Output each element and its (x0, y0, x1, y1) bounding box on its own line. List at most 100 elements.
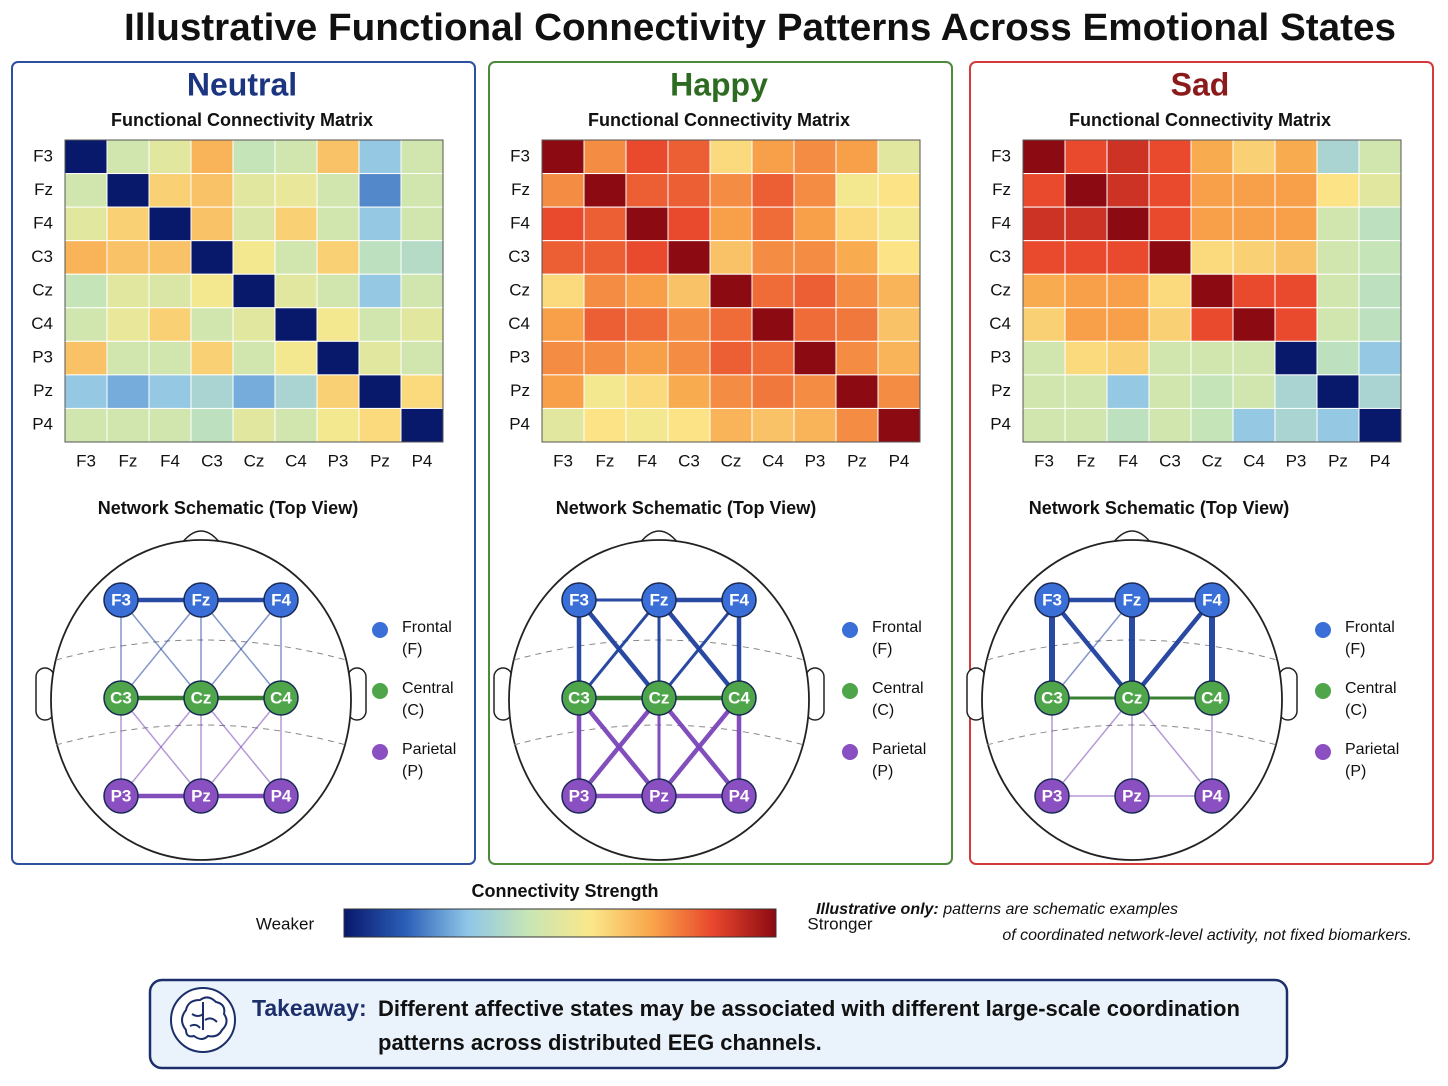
row-label: P3 (509, 348, 530, 367)
col-label: F4 (1118, 451, 1138, 470)
heatmap-cell (583, 206, 627, 242)
heatmap-cell (1022, 173, 1066, 208)
heatmap-cell (358, 206, 402, 242)
electrode-node (103, 582, 139, 618)
heatmap-cell (667, 273, 711, 309)
heatmap-cell (583, 173, 627, 208)
heatmap-cell (1358, 307, 1402, 342)
heatmap-cell (541, 374, 585, 409)
heatmap-cell (1022, 374, 1066, 409)
panel-frame (488, 61, 953, 865)
brain-icon (170, 987, 236, 1053)
heatmap-cell (1274, 307, 1318, 342)
heatmap-cell (877, 307, 921, 342)
colorbar-high: Stronger (807, 914, 873, 933)
col-label: P4 (412, 451, 433, 470)
electrode-label: Pz (1122, 786, 1142, 805)
legend-label: Parietal (1345, 741, 1399, 758)
heatmap-cell (625, 240, 669, 275)
heatmap-cell (835, 407, 879, 443)
heatmap-cell (793, 273, 837, 309)
legend-abbrev: (F) (1345, 641, 1365, 658)
heatmap-cell (316, 340, 360, 376)
legend-marker (1315, 683, 1331, 699)
legend-label: Frontal (872, 619, 922, 636)
electrode-label: C4 (728, 688, 750, 707)
electrode-label: F4 (729, 590, 749, 609)
heatmap-cell (835, 273, 879, 309)
heatmap-cell (190, 273, 234, 309)
heatmap-cell (793, 407, 837, 443)
matrix-title: Functional Connectivity Matrix (1069, 110, 1331, 130)
schematic-title: Network Schematic (Top View) (556, 498, 816, 518)
heatmap-cell (583, 374, 627, 409)
legend-abbrev: (P) (1345, 763, 1366, 780)
legend-marker (372, 683, 388, 699)
heatmap-cell (709, 240, 753, 275)
heatmap-cell (232, 206, 276, 242)
heatmap-cell (64, 374, 108, 409)
heatmap-cell (358, 374, 402, 409)
heatmap-cell (64, 173, 108, 208)
col-label: Fz (119, 451, 138, 470)
col-label: P3 (1286, 451, 1307, 470)
heatmap-cell (64, 407, 108, 443)
electrode-node (103, 778, 139, 814)
heatmap-cell (793, 173, 837, 208)
legend-label: Frontal (402, 619, 452, 636)
electrode-node (641, 582, 677, 618)
heatmap-cell (1022, 240, 1066, 275)
legend-marker (842, 622, 858, 638)
heatmap-cell (106, 307, 150, 342)
heatmap-cell (1106, 374, 1150, 409)
row-label: Pz (510, 381, 530, 400)
legend-label: Central (872, 680, 924, 697)
row-label: C4 (508, 314, 530, 333)
heatmap-cell (190, 139, 234, 175)
heatmap-cell (751, 240, 795, 275)
row-label: F3 (991, 146, 1011, 165)
heatmap-cell (751, 340, 795, 376)
legend-abbrev: (P) (402, 763, 423, 780)
heatmap-cell (1064, 407, 1108, 443)
heatmap-cell (1274, 407, 1318, 443)
legend-abbrev: (C) (402, 702, 424, 719)
legend-label: Central (402, 680, 454, 697)
heatmap-cell (1064, 374, 1108, 409)
heatmap-cell (1316, 173, 1360, 208)
panel-title: Sad (1171, 66, 1230, 102)
heatmap-cell (400, 173, 444, 208)
panel-frame (969, 61, 1434, 865)
schematic-title: Network Schematic (Top View) (98, 498, 358, 518)
electrode-label: Fz (192, 590, 211, 609)
schematic-title: Network Schematic (Top View) (1029, 498, 1289, 518)
heatmap-cell (1106, 206, 1150, 242)
heatmap-cell (1064, 307, 1108, 342)
legend-label: Frontal (1345, 619, 1395, 636)
heatmap-cell (148, 206, 192, 242)
heatmap-cell (190, 240, 234, 275)
heatmap-cell (793, 307, 837, 342)
heatmap-cell (1274, 139, 1318, 175)
electrode-label: P3 (1042, 786, 1063, 805)
page-title: Illustrative Functional Connectivity Pat… (124, 7, 1396, 49)
heatmap-cell (1316, 240, 1360, 275)
col-label: Fz (1077, 451, 1096, 470)
heatmap-cell (751, 374, 795, 409)
heatmap-cell (583, 139, 627, 175)
electrode-label: C4 (1201, 688, 1223, 707)
heatmap-cell (1316, 374, 1360, 409)
heatmap-cell (106, 139, 150, 175)
heatmap-cell (1190, 206, 1234, 242)
heatmap-cell (1148, 407, 1192, 443)
heatmap-cell (1358, 273, 1402, 309)
heatmap-cell (583, 240, 627, 275)
electrode-node (641, 680, 677, 716)
heatmap-cell (232, 307, 276, 342)
heatmap-cell (316, 407, 360, 443)
heatmap-cell (106, 206, 150, 242)
heatmap-cell (316, 374, 360, 409)
col-label: Pz (847, 451, 867, 470)
heatmap-cell (751, 206, 795, 242)
heatmap-cell (835, 374, 879, 409)
